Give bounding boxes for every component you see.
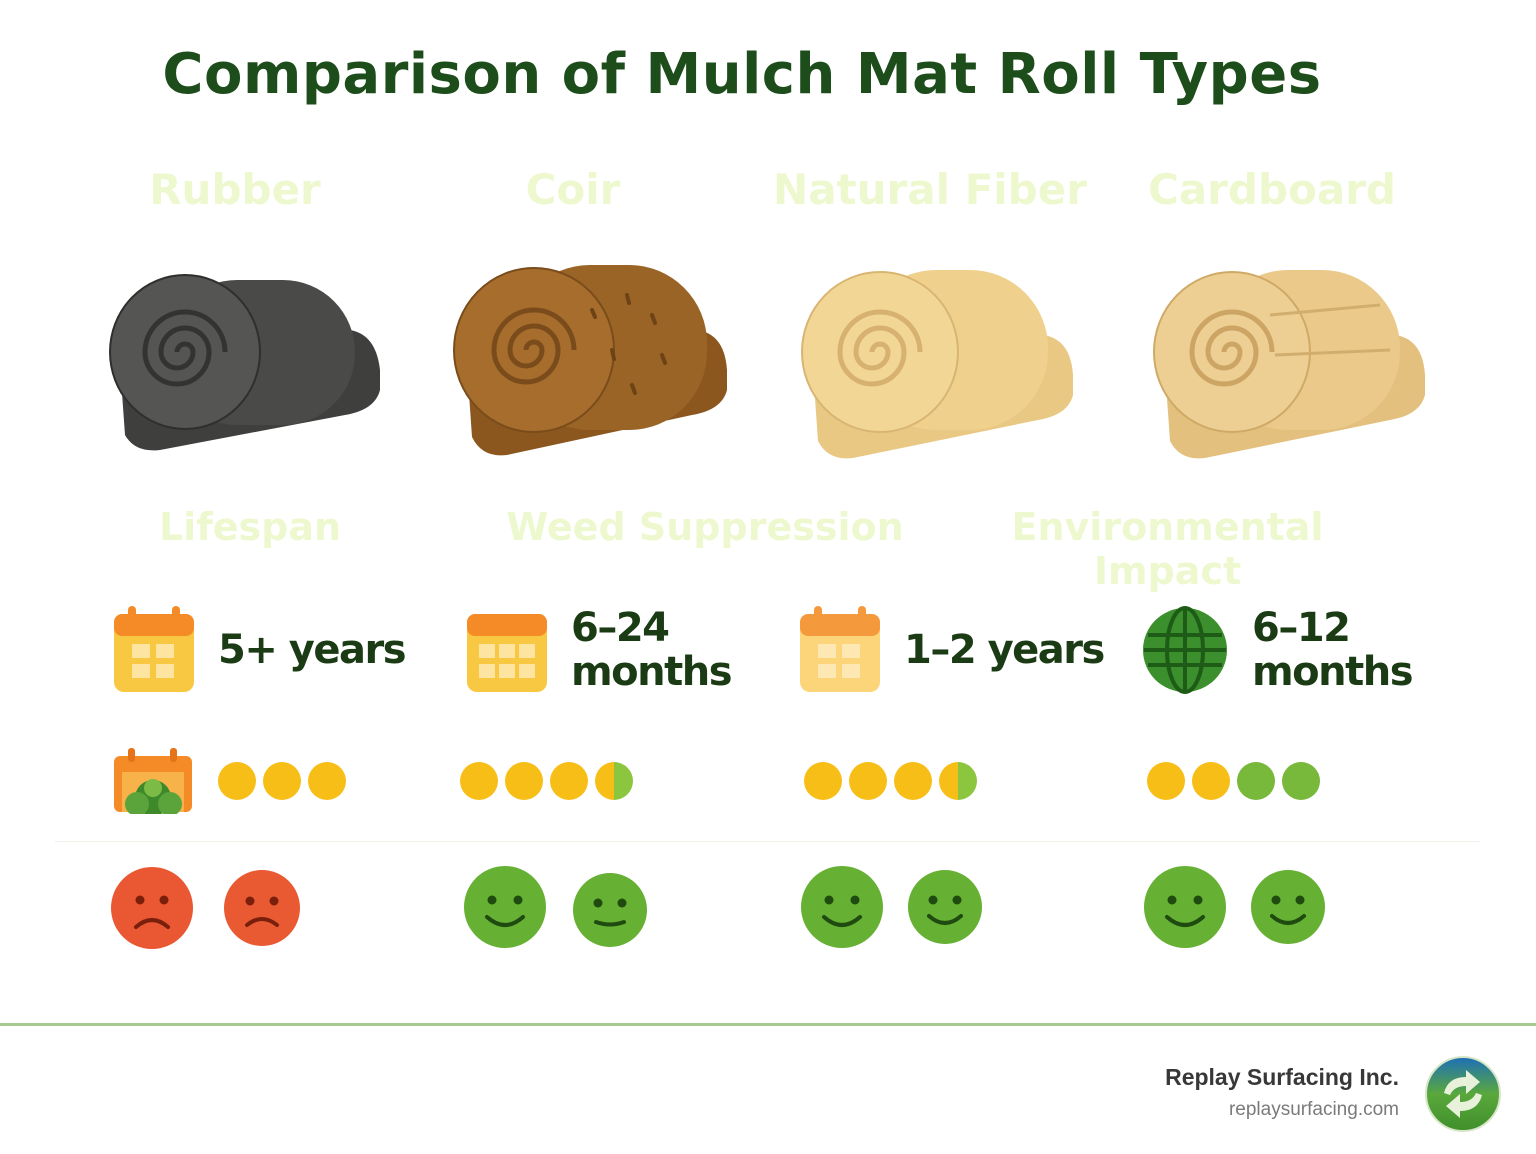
rating-dot <box>1282 762 1320 800</box>
lifespan-natural-fiber: 1–2 years <box>798 600 1105 700</box>
globe-icon <box>1143 606 1227 694</box>
criterion-lifespan: Lifespan <box>158 505 342 549</box>
rating-dot <box>1192 762 1230 800</box>
smile-face-icon <box>801 866 883 948</box>
column-heading-cardboard: Cardboard <box>1148 165 1396 214</box>
rating-dot <box>804 762 842 800</box>
coir-roll-icon <box>453 265 727 456</box>
lifespan-coir: 6–24 months <box>465 600 733 700</box>
weed-calendar-icon <box>114 748 192 814</box>
lifespan-value: 6–24 months <box>571 605 733 695</box>
sad-face-icon <box>224 870 300 946</box>
rubber-roll-icon <box>109 274 380 451</box>
sad-face-icon <box>111 867 193 949</box>
lifespan-value: 5+ years <box>218 627 407 673</box>
weed-rating-natural-fiber <box>804 762 977 800</box>
rating-dot <box>1237 762 1275 800</box>
rating-dot <box>218 762 256 800</box>
lifespan-cardboard: 6–12 months <box>1140 600 1414 700</box>
weed-rating-coir <box>460 762 633 800</box>
rating-dot-half <box>939 762 977 800</box>
rating-dot <box>460 762 498 800</box>
rating-dot <box>308 762 346 800</box>
weed-rating-cardboard <box>1147 762 1320 800</box>
rating-dot <box>849 762 887 800</box>
natural-fiber-roll-icon <box>801 270 1073 459</box>
company-name: Replay Surfacing Inc. <box>1165 1064 1399 1090</box>
criterion-weed-suppression: Weed Suppression <box>506 505 904 549</box>
rating-dot <box>505 762 543 800</box>
cardboard-roll-icon <box>1153 270 1425 459</box>
env-rating-cardboard <box>1144 866 1325 948</box>
column-heading-natural-fiber: Natural Fiber <box>773 165 1087 214</box>
rating-dot <box>894 762 932 800</box>
rating-dot <box>263 762 301 800</box>
column-heading-rubber: Rubber <box>149 165 321 214</box>
env-rating-natural-fiber <box>801 866 982 948</box>
calendar-icon <box>800 606 880 692</box>
recycle-logo-icon <box>1425 1056 1501 1132</box>
weed-rating-rubber <box>218 762 346 800</box>
env-rating-rubber <box>111 867 300 949</box>
footer-divider <box>0 1023 1536 1026</box>
column-heading-coir: Coir <box>525 165 621 214</box>
smile-face-icon <box>908 870 982 944</box>
page-title: Comparison of Mulch Mat Roll Types <box>162 42 1322 107</box>
smile-face-icon <box>464 866 546 948</box>
neutral-face-icon <box>573 873 647 947</box>
row-divider <box>55 841 1480 842</box>
calendar-icon <box>467 614 547 692</box>
calendar-icon <box>114 606 194 692</box>
lifespan-value: 6–12 months <box>1252 605 1414 695</box>
lifespan-rubber: 5+ years <box>112 600 407 700</box>
company-url[interactable]: replaysurfacing.com <box>1228 1099 1399 1120</box>
rating-dot <box>550 762 588 800</box>
smile-face-icon <box>1251 870 1325 944</box>
rating-dot <box>1147 762 1185 800</box>
smile-face-icon <box>1144 866 1226 948</box>
footer-brand: Replay Surfacing Inc. replaysurfacing.co… <box>1165 1064 1399 1121</box>
lifespan-value: 1–2 years <box>904 627 1105 673</box>
env-rating-coir <box>464 866 647 948</box>
rating-dot-half <box>595 762 633 800</box>
criterion-environmental-impact: Environmental Impact <box>1011 505 1324 593</box>
